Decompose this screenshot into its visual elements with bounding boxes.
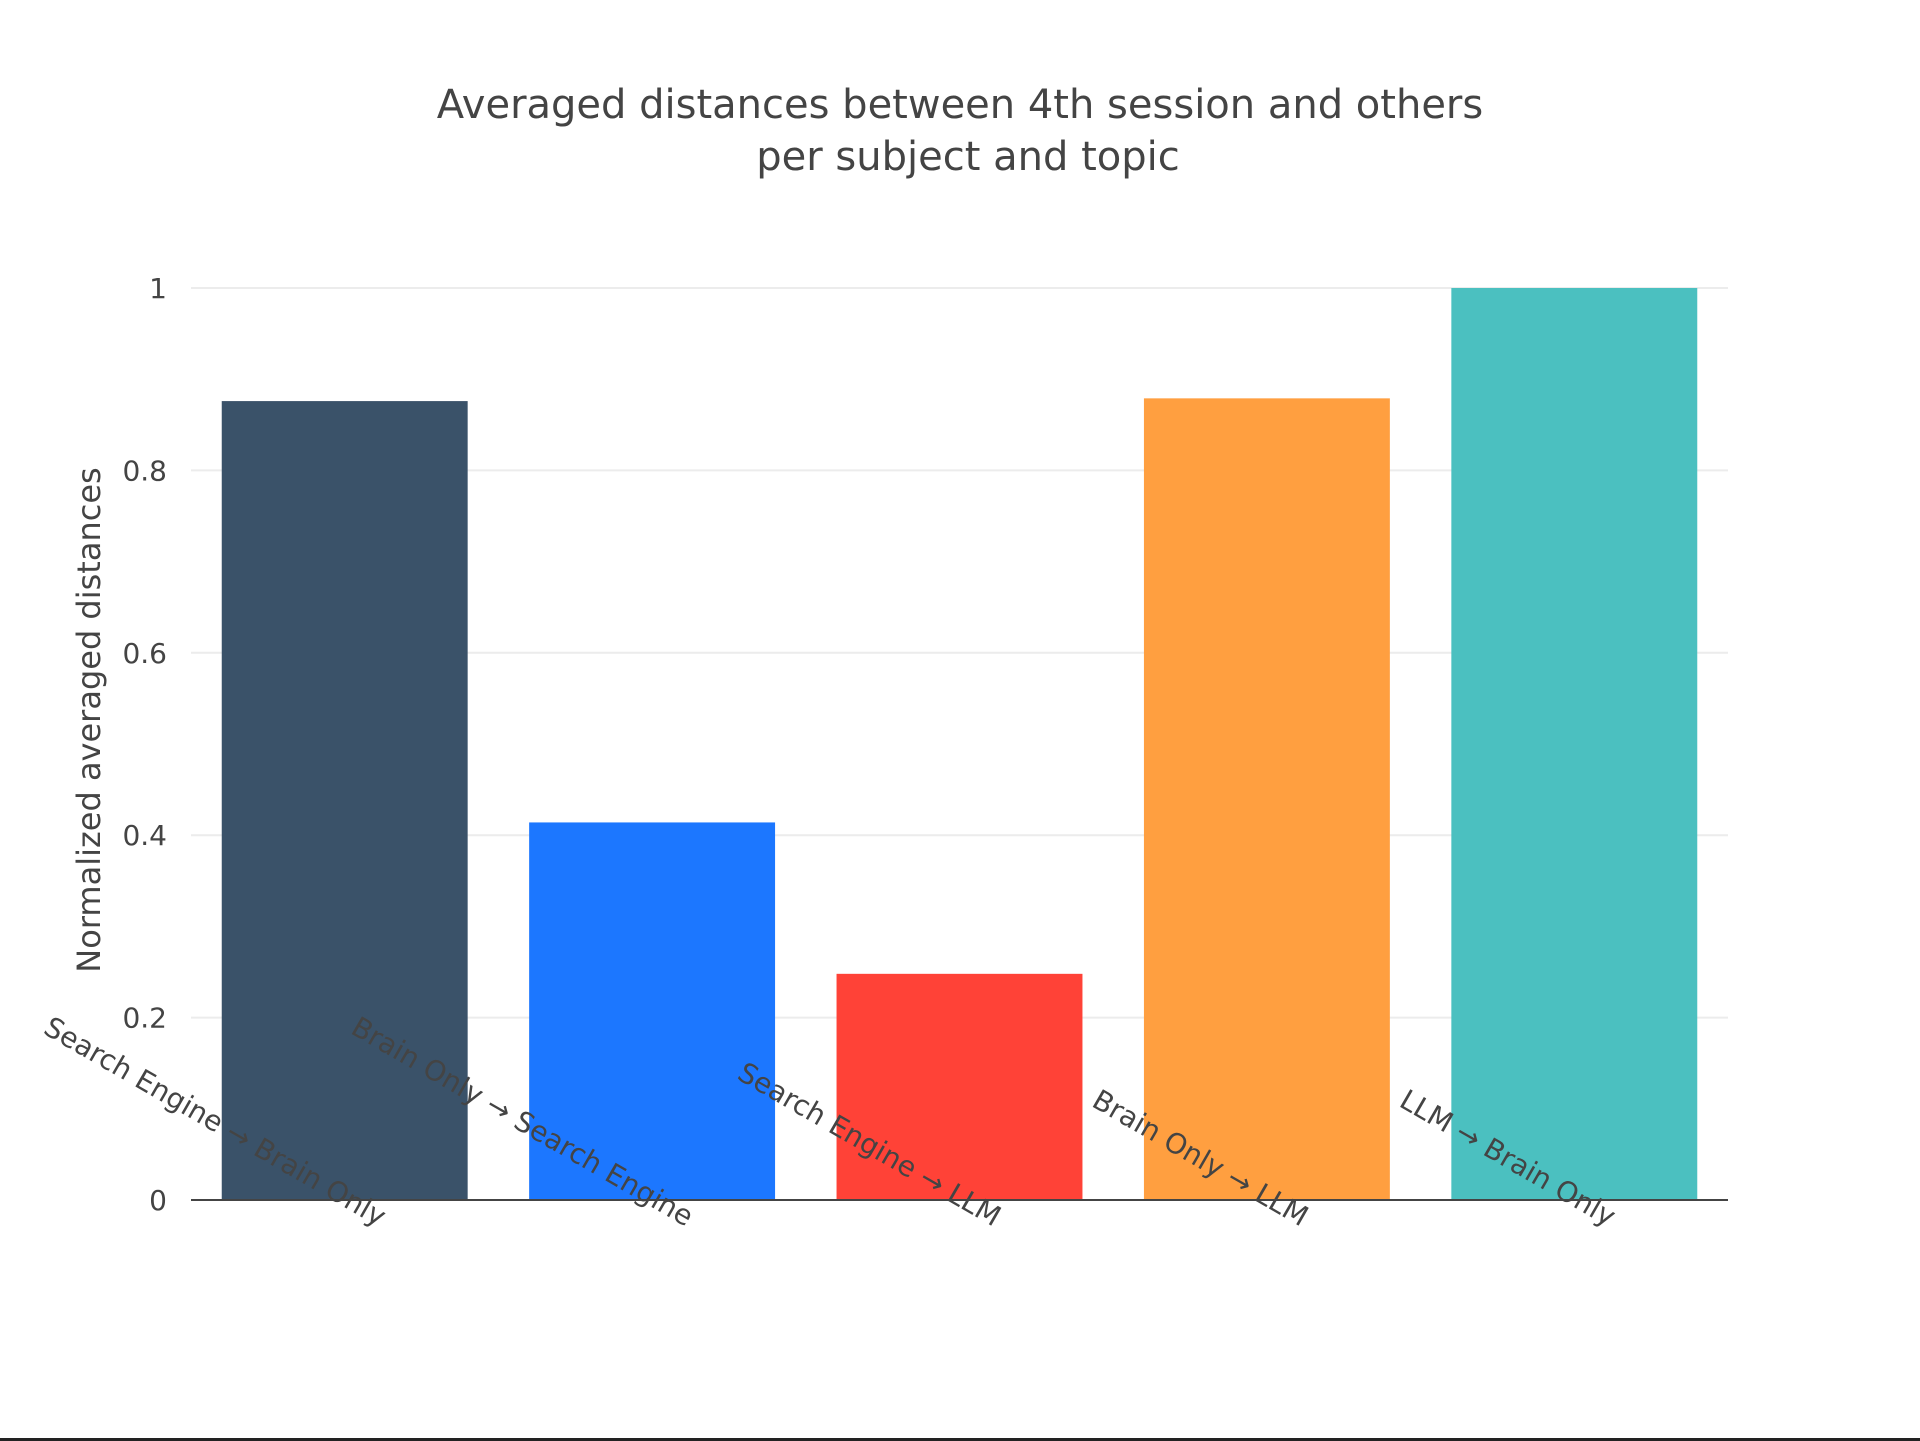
chart-title-line-1: Averaged distances between 4th session a…	[437, 82, 1483, 128]
chart-title: Averaged distances between 4th session a…	[437, 82, 1483, 180]
y-tick-label: 1	[149, 272, 167, 305]
bottom-border	[0, 1438, 1920, 1441]
chart-title-line-2: per subject and topic	[756, 134, 1179, 180]
y-tick-label: 0	[149, 1184, 167, 1217]
bar	[836, 973, 1083, 1200]
y-axis-ticks: 0 0.2 0.4 0.6 0.8 1	[122, 272, 167, 1217]
bar	[1143, 398, 1390, 1200]
bars	[221, 288, 1698, 1200]
y-axis-label: Normalized averaged distances	[70, 467, 108, 972]
y-tick-label: 0.8	[122, 454, 167, 487]
bar	[529, 822, 776, 1200]
bar	[1451, 288, 1698, 1200]
y-tick-label: 0.6	[122, 637, 167, 670]
bar	[221, 401, 468, 1200]
y-tick-label: 0.4	[122, 819, 167, 852]
y-tick-label: 0.2	[122, 1002, 167, 1035]
